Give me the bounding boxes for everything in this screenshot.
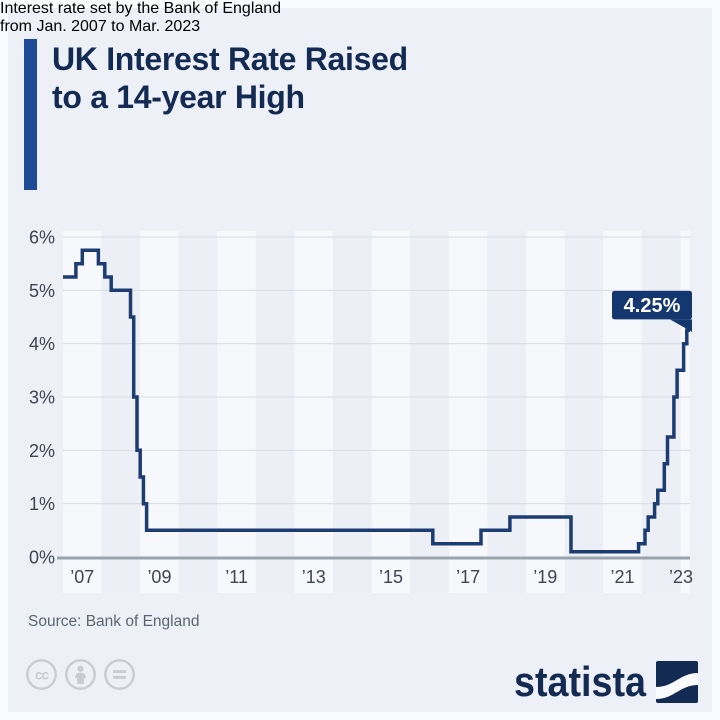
x-tick-2015: ’15	[379, 567, 403, 587]
subtitle-line-1: Interest rate set by the Bank of England	[0, 0, 282, 17]
interest-rate-step-chart: 0% 1% 2% 3% 4% 5% 6% ’07 ’09 ’11 ’13 ’15 ’17 ’19 ’21 ’2…	[0, 218, 720, 598]
y-tick-4%: 4%	[29, 334, 55, 354]
y-tick-6%: 6%	[29, 228, 55, 248]
year-band-2019	[526, 231, 565, 593]
page-title: UK Interest Rate Raised to a 14-year Hig…	[52, 40, 408, 116]
year-band-2021	[603, 231, 642, 593]
x-tick-2023: ’23	[669, 567, 693, 587]
svg-text:cc: cc	[35, 668, 50, 683]
year-band-2009	[140, 231, 179, 593]
x-tick-2007: ’07	[70, 567, 94, 587]
title-line-2: to a 14-year High	[52, 79, 305, 115]
statista-logo: statista	[514, 658, 698, 705]
statista-wordmark: statista	[514, 658, 647, 705]
x-tick-2013: ’13	[302, 567, 326, 587]
year-band-2014	[333, 231, 372, 593]
title-accent-bar	[24, 39, 37, 190]
year-band-2012	[255, 231, 295, 593]
x-tick-2019: ’19	[533, 567, 557, 587]
year-band-2023	[680, 231, 690, 593]
year-band-2010	[178, 231, 218, 593]
equals-icon	[104, 659, 135, 690]
y-tick-0%: 0%	[29, 548, 55, 568]
x-tick-2017: ’17	[456, 567, 480, 587]
year-band-2018	[487, 231, 527, 593]
attribution-icon	[65, 659, 96, 690]
year-band-2007	[63, 231, 102, 593]
x-tick-2009: ’09	[147, 567, 171, 587]
y-tick-5%: 5%	[29, 281, 55, 301]
subtitle-line-2: from Jan. 2007 to Mar. 2023	[0, 18, 201, 35]
title-line-1: UK Interest Rate Raised	[52, 41, 408, 77]
year-band-2015	[371, 231, 411, 593]
year-band-2016	[410, 231, 449, 593]
year-band-2008	[101, 231, 141, 593]
annotation-box	[612, 290, 692, 320]
x-tick-2011: ’11	[225, 567, 248, 587]
y-tick-3%: 3%	[29, 388, 55, 408]
x-tick-2021: ’21	[610, 567, 634, 587]
interest-rate-line	[63, 248, 690, 554]
y-tick-1%: 1%	[29, 494, 55, 514]
year-band-2011	[217, 231, 256, 593]
license-icons: cc	[25, 658, 136, 691]
statista-logo-square	[656, 661, 698, 703]
cc-icon: cc	[26, 659, 57, 690]
source-label: Source: Bank of England	[28, 613, 200, 630]
annotation-pointer	[670, 319, 692, 332]
year-band-2013	[294, 231, 334, 593]
annotation-label: 4.25%	[624, 295, 681, 317]
y-tick-2%: 2%	[29, 441, 55, 461]
